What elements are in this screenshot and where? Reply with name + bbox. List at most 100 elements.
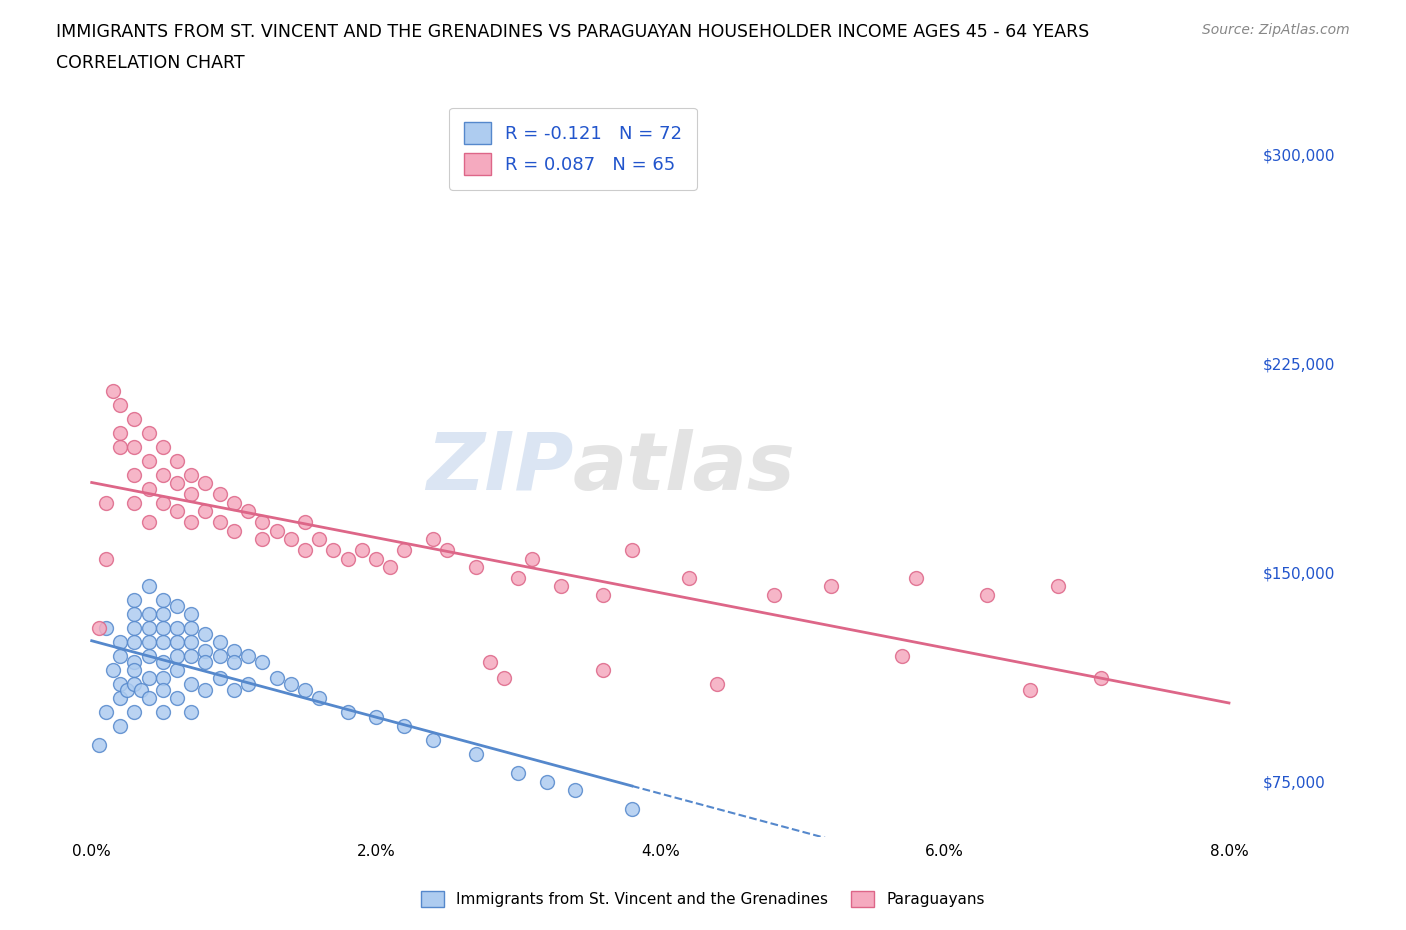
Point — [152, 704, 174, 719]
Point — [620, 802, 643, 817]
Point — [194, 682, 217, 697]
Point — [678, 571, 700, 586]
Point — [87, 621, 110, 636]
Point — [592, 662, 614, 677]
Point — [180, 607, 202, 622]
Point — [208, 635, 231, 650]
Point — [194, 654, 217, 669]
Point — [194, 504, 217, 519]
Point — [208, 648, 231, 663]
Point — [180, 704, 202, 719]
Legend: R = -0.121   N = 72, R = 0.087   N = 65: R = -0.121 N = 72, R = 0.087 N = 65 — [450, 108, 697, 190]
Point — [108, 426, 131, 441]
Point — [152, 440, 174, 455]
Point — [236, 676, 259, 691]
Point — [336, 704, 359, 719]
Point — [108, 690, 131, 705]
Point — [138, 690, 160, 705]
Point — [252, 515, 274, 530]
Point — [252, 654, 274, 669]
Point — [166, 476, 188, 491]
Point — [124, 496, 146, 511]
Point — [208, 487, 231, 502]
Point — [166, 690, 188, 705]
Point — [124, 607, 146, 622]
Legend: Immigrants from St. Vincent and the Grenadines, Paraguayans: Immigrants from St. Vincent and the Gren… — [415, 884, 991, 913]
Point — [1019, 682, 1042, 697]
Point — [222, 496, 245, 511]
Point — [194, 476, 217, 491]
Point — [308, 690, 330, 705]
Point — [976, 588, 998, 603]
Point — [94, 704, 117, 719]
Point — [236, 504, 259, 519]
Point — [166, 621, 188, 636]
Point — [706, 676, 728, 691]
Point — [180, 648, 202, 663]
Point — [322, 543, 344, 558]
Point — [180, 515, 202, 530]
Point — [108, 676, 131, 691]
Point — [152, 671, 174, 685]
Point — [124, 440, 146, 455]
Text: ZIP: ZIP — [426, 429, 574, 507]
Point — [891, 648, 914, 663]
Point — [124, 704, 146, 719]
Point — [152, 654, 174, 669]
Point — [308, 532, 330, 547]
Point — [280, 676, 302, 691]
Point — [138, 482, 160, 497]
Point — [436, 543, 458, 558]
Point — [1090, 671, 1112, 685]
Point — [222, 654, 245, 669]
Point — [620, 543, 643, 558]
Point — [763, 588, 786, 603]
Point — [492, 671, 515, 685]
Point — [180, 621, 202, 636]
Point — [1047, 579, 1070, 594]
Point — [101, 662, 124, 677]
Point — [138, 635, 160, 650]
Point — [152, 496, 174, 511]
Point — [108, 648, 131, 663]
Point — [138, 515, 160, 530]
Point — [422, 732, 444, 747]
Point — [138, 621, 160, 636]
Point — [550, 579, 572, 594]
Point — [194, 643, 217, 658]
Point — [124, 621, 146, 636]
Point — [422, 532, 444, 547]
Text: IMMIGRANTS FROM ST. VINCENT AND THE GRENADINES VS PARAGUAYAN HOUSEHOLDER INCOME : IMMIGRANTS FROM ST. VINCENT AND THE GREN… — [56, 23, 1090, 41]
Point — [592, 588, 614, 603]
Point — [124, 635, 146, 650]
Point — [138, 648, 160, 663]
Point — [222, 682, 245, 697]
Point — [266, 671, 288, 685]
Point — [152, 635, 174, 650]
Point — [166, 504, 188, 519]
Point — [108, 635, 131, 650]
Point — [166, 648, 188, 663]
Point — [522, 551, 544, 566]
Point — [478, 654, 501, 669]
Point — [115, 682, 138, 697]
Point — [252, 532, 274, 547]
Point — [236, 648, 259, 663]
Point — [94, 496, 117, 511]
Point — [222, 643, 245, 658]
Point — [508, 765, 530, 780]
Point — [280, 532, 302, 547]
Point — [266, 524, 288, 538]
Point — [180, 676, 202, 691]
Point — [180, 468, 202, 483]
Point — [108, 440, 131, 455]
Point — [124, 676, 146, 691]
Point — [905, 571, 928, 586]
Point — [208, 671, 231, 685]
Point — [464, 746, 486, 761]
Point — [152, 621, 174, 636]
Point — [166, 635, 188, 650]
Point — [222, 524, 245, 538]
Point — [294, 515, 316, 530]
Point — [564, 782, 586, 797]
